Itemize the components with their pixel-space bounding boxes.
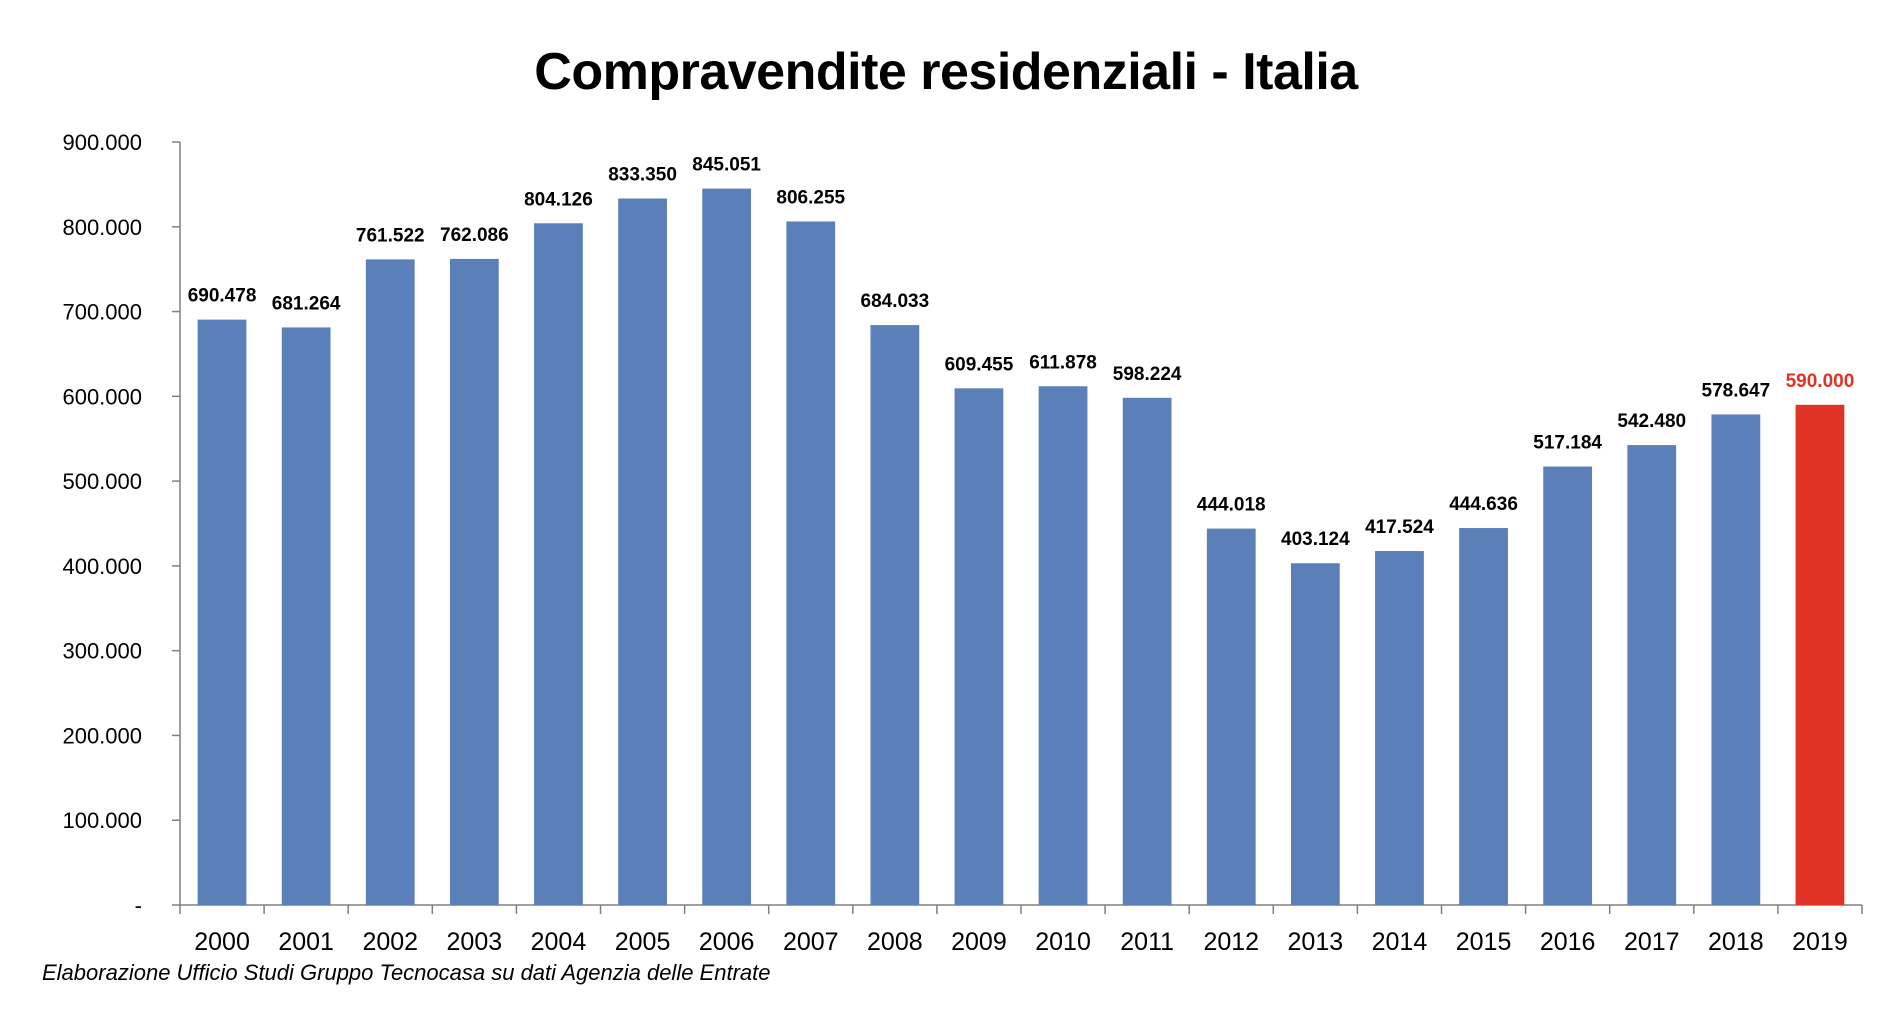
- y-tick-label: -: [135, 893, 142, 918]
- bar-2001: [281, 327, 331, 905]
- x-tick-label-2005: 2005: [615, 928, 671, 956]
- y-tick-label: 500.000: [62, 469, 142, 494]
- bar-2000: [197, 319, 247, 906]
- bar-2011: [1122, 397, 1172, 905]
- data-label-2001: 681.264: [272, 293, 341, 314]
- x-tick-label-2001: 2001: [278, 928, 334, 956]
- data-label-2003: 762.086: [440, 225, 509, 246]
- data-label-2016: 517.184: [1533, 433, 1602, 454]
- x-tick-label-2017: 2017: [1624, 928, 1680, 956]
- x-tick-label-2012: 2012: [1203, 928, 1259, 956]
- data-label-2004: 804.126: [524, 189, 593, 210]
- y-tick-label: 200.000: [62, 723, 142, 748]
- y-tick-label: 700.000: [62, 300, 142, 325]
- x-tick-label-2009: 2009: [951, 928, 1007, 956]
- bar-2007: [786, 221, 836, 906]
- bar-2013: [1290, 563, 1340, 905]
- x-tick-label-2010: 2010: [1035, 928, 1091, 956]
- bar-2006: [702, 188, 752, 905]
- x-tick-label-2013: 2013: [1288, 928, 1344, 956]
- data-label-2014: 417.524: [1365, 517, 1434, 538]
- bar-2010: [1038, 386, 1088, 905]
- y-tick-label: 100.000: [62, 808, 142, 833]
- x-tick-label-2014: 2014: [1372, 928, 1428, 956]
- y-tick-label: 900.000: [62, 130, 142, 155]
- data-label-2002: 761.522: [356, 225, 425, 246]
- x-tick-label-2018: 2018: [1708, 928, 1764, 956]
- y-tick-label: 400.000: [62, 554, 142, 579]
- y-tick-label: 800.000: [62, 215, 142, 240]
- bar-2009: [954, 388, 1004, 905]
- x-tick-label-2011: 2011: [1120, 928, 1174, 956]
- bar-2014: [1375, 551, 1424, 905]
- bar-2005: [618, 198, 667, 905]
- data-label-2008: 684.033: [861, 291, 930, 312]
- bar-2002: [365, 259, 415, 905]
- data-label-2006: 845.051: [692, 155, 761, 176]
- data-label-2015: 444.636: [1449, 494, 1518, 515]
- bar-2018: [1711, 414, 1761, 905]
- bar-2019: [1795, 404, 1845, 905]
- x-tick-label-2007: 2007: [783, 928, 839, 956]
- data-label-2000: 690.478: [188, 286, 257, 307]
- bar-2004: [534, 223, 583, 905]
- data-label-2019: 590.000: [1786, 371, 1855, 392]
- chart-title: Compravendite residenziali - Italia: [534, 43, 1358, 101]
- bar-2017: [1627, 445, 1677, 905]
- data-label-2007: 806.255: [776, 187, 845, 208]
- bar-2008: [870, 325, 920, 905]
- bar-2003: [449, 258, 499, 905]
- data-label-2018: 578.647: [1702, 380, 1771, 401]
- data-label-2010: 611.878: [1029, 352, 1097, 373]
- x-tick-label-2002: 2002: [362, 928, 418, 956]
- x-tick-label-2016: 2016: [1540, 928, 1596, 956]
- bar-2012: [1206, 528, 1256, 905]
- x-tick-label-2015: 2015: [1456, 928, 1512, 956]
- x-tick-label-2003: 2003: [447, 928, 503, 956]
- data-label-2013: 403.124: [1281, 529, 1350, 550]
- data-label-2012: 444.018: [1197, 495, 1266, 516]
- x-tick-label-2004: 2004: [531, 928, 587, 956]
- data-label-2011: 598.224: [1113, 364, 1182, 385]
- data-label-2017: 542.480: [1617, 411, 1686, 432]
- y-tick-label: 600.000: [62, 384, 142, 409]
- data-label-2009: 609.455: [945, 354, 1014, 375]
- bar-2016: [1543, 466, 1593, 905]
- data-label-2005: 833.350: [608, 165, 677, 186]
- source-note: Elaborazione Ufficio Studi Gruppo Tecnoc…: [42, 960, 771, 985]
- x-tick-label-2006: 2006: [699, 928, 755, 956]
- x-tick-label-2019: 2019: [1792, 928, 1848, 956]
- x-tick-label-2000: 2000: [194, 928, 250, 956]
- x-tick-label-2008: 2008: [867, 928, 923, 956]
- bar-2015: [1459, 528, 1508, 905]
- y-tick-label: 300.000: [62, 639, 142, 664]
